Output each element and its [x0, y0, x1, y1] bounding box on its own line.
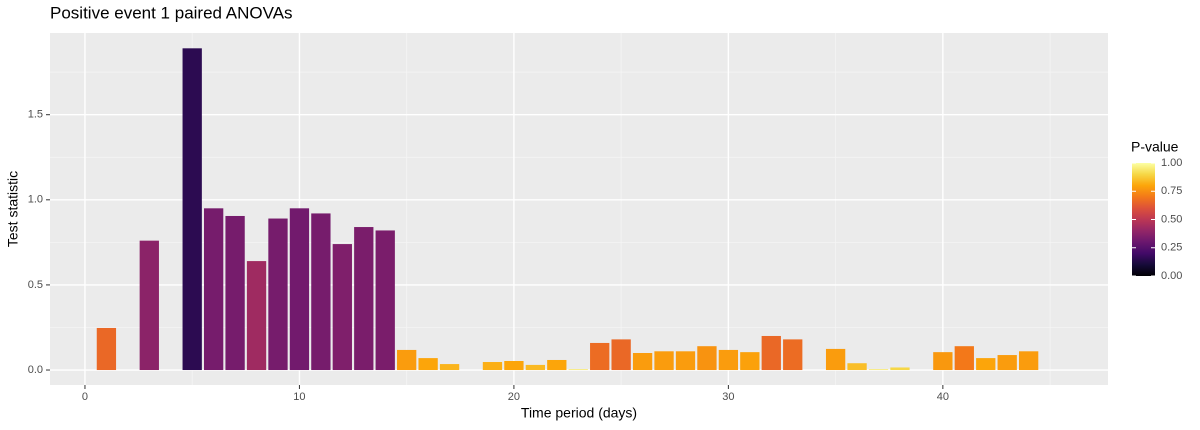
legend-title: P-value [1131, 139, 1179, 155]
bar [611, 339, 631, 371]
bar [761, 335, 781, 371]
bar [547, 359, 567, 371]
bar [740, 352, 760, 371]
bar [868, 369, 889, 371]
bar [632, 353, 653, 371]
bar [718, 349, 739, 371]
colorbar-tick-label: 0.50 [1161, 213, 1182, 225]
bar [139, 240, 159, 371]
y-tick-label: 0.0 [28, 364, 43, 376]
bar [397, 349, 417, 371]
y-axis-label: Test statistic [5, 171, 21, 247]
bar [96, 327, 117, 371]
y-tick-label: 1.0 [28, 194, 43, 206]
bar [825, 348, 846, 371]
bar [654, 351, 674, 371]
bar [182, 48, 202, 371]
bar [246, 261, 267, 371]
y-tick-label: 0.5 [28, 279, 43, 291]
bar [997, 355, 1017, 371]
bar [525, 364, 546, 371]
bar [439, 364, 460, 371]
bar [482, 362, 503, 371]
bar [332, 244, 352, 371]
bar [504, 361, 524, 371]
bar [890, 367, 910, 371]
bar [203, 208, 224, 371]
bar [418, 358, 438, 371]
colorbar-tick-label: 0.00 [1161, 270, 1182, 282]
bar [933, 352, 953, 371]
bar [675, 351, 696, 371]
colorbar-tick-label: 0.75 [1161, 185, 1182, 197]
x-tick-label: 20 [508, 391, 520, 403]
bar [225, 215, 245, 371]
bar [354, 227, 374, 371]
x-tick-label: 40 [937, 391, 949, 403]
x-tick-label: 30 [722, 391, 734, 403]
colorbar-tick-label: 1.00 [1161, 157, 1182, 169]
chart-title: Positive event 1 paired ANOVAs [50, 3, 293, 22]
bar [568, 369, 588, 371]
bar [590, 342, 610, 371]
colorbar-tick-label: 0.25 [1161, 242, 1182, 254]
bar [375, 230, 395, 371]
x-axis-label: Time period (days) [521, 405, 637, 421]
bar [697, 346, 717, 371]
bar [847, 363, 867, 371]
bar [311, 213, 331, 371]
bar [976, 358, 996, 371]
x-tick-label: 0 [82, 391, 88, 403]
x-tick-label: 10 [293, 391, 305, 403]
colorbar [1132, 163, 1155, 276]
bar [289, 208, 310, 371]
bar [268, 218, 288, 371]
y-tick-label: 1.5 [28, 109, 43, 121]
bar [783, 339, 803, 371]
bar [1018, 351, 1039, 371]
bar [954, 346, 974, 371]
